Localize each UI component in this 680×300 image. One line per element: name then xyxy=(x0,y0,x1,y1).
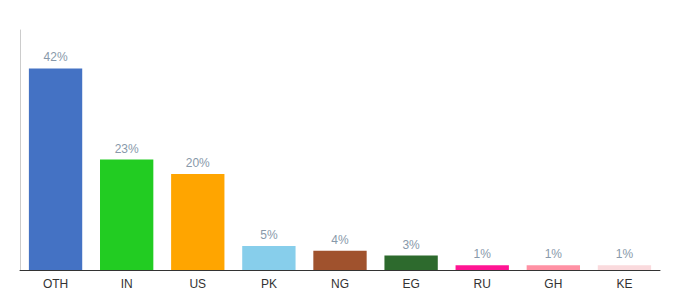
svg-text:1%: 1% xyxy=(616,247,634,261)
svg-text:NG: NG xyxy=(331,277,349,291)
svg-text:PK: PK xyxy=(261,277,277,291)
svg-text:3%: 3% xyxy=(402,238,420,252)
svg-text:EG: EG xyxy=(402,277,419,291)
svg-text:OTH: OTH xyxy=(43,277,68,291)
svg-text:1%: 1% xyxy=(545,247,563,261)
svg-text:US: US xyxy=(189,277,206,291)
svg-text:1%: 1% xyxy=(474,247,492,261)
svg-text:4%: 4% xyxy=(331,233,349,247)
svg-text:5%: 5% xyxy=(260,228,278,242)
svg-text:IN: IN xyxy=(121,277,133,291)
svg-text:42%: 42% xyxy=(44,50,68,64)
svg-text:20%: 20% xyxy=(186,156,210,170)
svg-text:23%: 23% xyxy=(115,142,139,156)
svg-text:KE: KE xyxy=(616,277,632,291)
svg-text:RU: RU xyxy=(474,277,491,291)
svg-text:GH: GH xyxy=(544,277,562,291)
